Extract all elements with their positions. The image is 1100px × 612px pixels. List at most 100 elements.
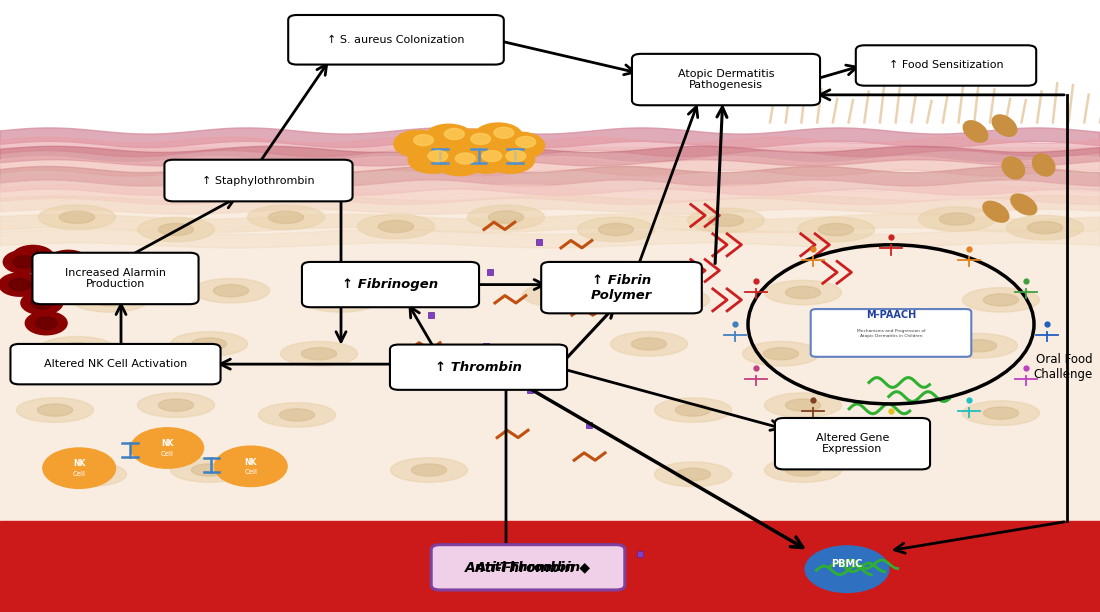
Ellipse shape xyxy=(39,205,116,230)
Circle shape xyxy=(805,546,889,592)
Ellipse shape xyxy=(92,294,128,306)
Circle shape xyxy=(486,146,535,173)
FancyBboxPatch shape xyxy=(164,160,352,201)
Ellipse shape xyxy=(940,334,1018,358)
Ellipse shape xyxy=(59,211,95,223)
Circle shape xyxy=(444,129,464,140)
Ellipse shape xyxy=(763,348,799,360)
Circle shape xyxy=(451,129,499,156)
Text: ↑ S. aureus Colonization: ↑ S. aureus Colonization xyxy=(328,35,464,45)
Ellipse shape xyxy=(192,278,270,303)
Ellipse shape xyxy=(785,399,821,411)
FancyBboxPatch shape xyxy=(631,54,821,105)
Text: Atopic Dermatitis
Pathogenesis: Atopic Dermatitis Pathogenesis xyxy=(678,69,774,91)
Ellipse shape xyxy=(213,285,249,297)
Circle shape xyxy=(21,291,63,315)
Ellipse shape xyxy=(268,211,304,223)
Ellipse shape xyxy=(50,462,127,487)
Circle shape xyxy=(31,297,53,309)
Circle shape xyxy=(13,256,35,268)
Text: ↑ Thrombin: ↑ Thrombin xyxy=(436,360,521,374)
Ellipse shape xyxy=(632,288,710,312)
Ellipse shape xyxy=(138,393,214,417)
Ellipse shape xyxy=(578,217,654,242)
Circle shape xyxy=(46,272,68,285)
Ellipse shape xyxy=(764,458,842,482)
Ellipse shape xyxy=(39,337,116,361)
Ellipse shape xyxy=(411,464,447,476)
Text: NK: NK xyxy=(244,458,257,466)
Ellipse shape xyxy=(72,288,148,312)
Text: Anti-Thrombin: Anti-Thrombin xyxy=(475,561,581,574)
Circle shape xyxy=(471,133,491,144)
Circle shape xyxy=(57,256,79,268)
FancyBboxPatch shape xyxy=(774,418,931,469)
Ellipse shape xyxy=(983,201,1009,222)
Circle shape xyxy=(36,267,78,290)
FancyBboxPatch shape xyxy=(856,45,1036,86)
Ellipse shape xyxy=(654,398,732,422)
Ellipse shape xyxy=(138,217,214,242)
Circle shape xyxy=(25,312,67,335)
Ellipse shape xyxy=(191,338,227,350)
Ellipse shape xyxy=(798,217,875,242)
Ellipse shape xyxy=(939,213,975,225)
Ellipse shape xyxy=(785,286,821,299)
Ellipse shape xyxy=(522,283,600,307)
Circle shape xyxy=(434,544,507,584)
FancyBboxPatch shape xyxy=(541,262,702,313)
Ellipse shape xyxy=(378,220,414,233)
Text: NK: NK xyxy=(464,556,477,564)
Text: ↑ Staphylothrombin: ↑ Staphylothrombin xyxy=(202,176,315,185)
Ellipse shape xyxy=(170,458,248,482)
FancyBboxPatch shape xyxy=(11,344,220,384)
Text: Cell: Cell xyxy=(161,451,174,457)
Ellipse shape xyxy=(708,214,744,226)
Circle shape xyxy=(35,317,57,329)
Ellipse shape xyxy=(1033,154,1055,176)
Circle shape xyxy=(22,251,44,263)
Ellipse shape xyxy=(158,223,194,236)
Circle shape xyxy=(494,127,514,138)
Ellipse shape xyxy=(983,294,1019,306)
Text: Altered NK Cell Activation: Altered NK Cell Activation xyxy=(44,359,187,369)
Ellipse shape xyxy=(248,205,324,230)
Ellipse shape xyxy=(16,398,94,422)
Ellipse shape xyxy=(301,348,337,360)
Ellipse shape xyxy=(1006,215,1084,240)
Circle shape xyxy=(408,146,456,173)
Ellipse shape xyxy=(654,462,732,487)
Ellipse shape xyxy=(742,341,820,366)
Text: Altered Gene
Expression: Altered Gene Expression xyxy=(816,433,889,455)
Circle shape xyxy=(131,428,204,468)
Circle shape xyxy=(3,250,45,274)
Ellipse shape xyxy=(488,211,524,223)
Ellipse shape xyxy=(918,207,996,231)
Circle shape xyxy=(496,132,544,159)
Ellipse shape xyxy=(358,214,434,239)
Circle shape xyxy=(394,130,442,157)
Text: ↑ Fibrin
Polymer: ↑ Fibrin Polymer xyxy=(591,274,652,302)
Ellipse shape xyxy=(302,288,379,312)
Text: Mechanisms and Progression of
Atopic Dermatitis in Children: Mechanisms and Progression of Atopic Der… xyxy=(857,329,925,338)
Circle shape xyxy=(9,278,31,291)
Ellipse shape xyxy=(610,332,688,356)
Circle shape xyxy=(482,151,502,162)
Text: Cell: Cell xyxy=(244,469,257,476)
Circle shape xyxy=(428,151,448,162)
Ellipse shape xyxy=(675,468,711,480)
Text: Oral Food
Challenge: Oral Food Challenge xyxy=(1033,353,1092,381)
Text: Cell: Cell xyxy=(73,471,86,477)
Ellipse shape xyxy=(764,393,842,417)
Ellipse shape xyxy=(258,403,336,427)
FancyBboxPatch shape xyxy=(389,345,568,390)
Ellipse shape xyxy=(962,288,1040,312)
Ellipse shape xyxy=(158,399,194,411)
Ellipse shape xyxy=(323,294,359,306)
Ellipse shape xyxy=(962,401,1040,425)
Ellipse shape xyxy=(764,280,842,305)
FancyBboxPatch shape xyxy=(301,262,478,307)
Ellipse shape xyxy=(818,223,854,236)
Ellipse shape xyxy=(631,338,667,350)
Text: ↑ Food Sensitization: ↑ Food Sensitization xyxy=(889,61,1003,70)
